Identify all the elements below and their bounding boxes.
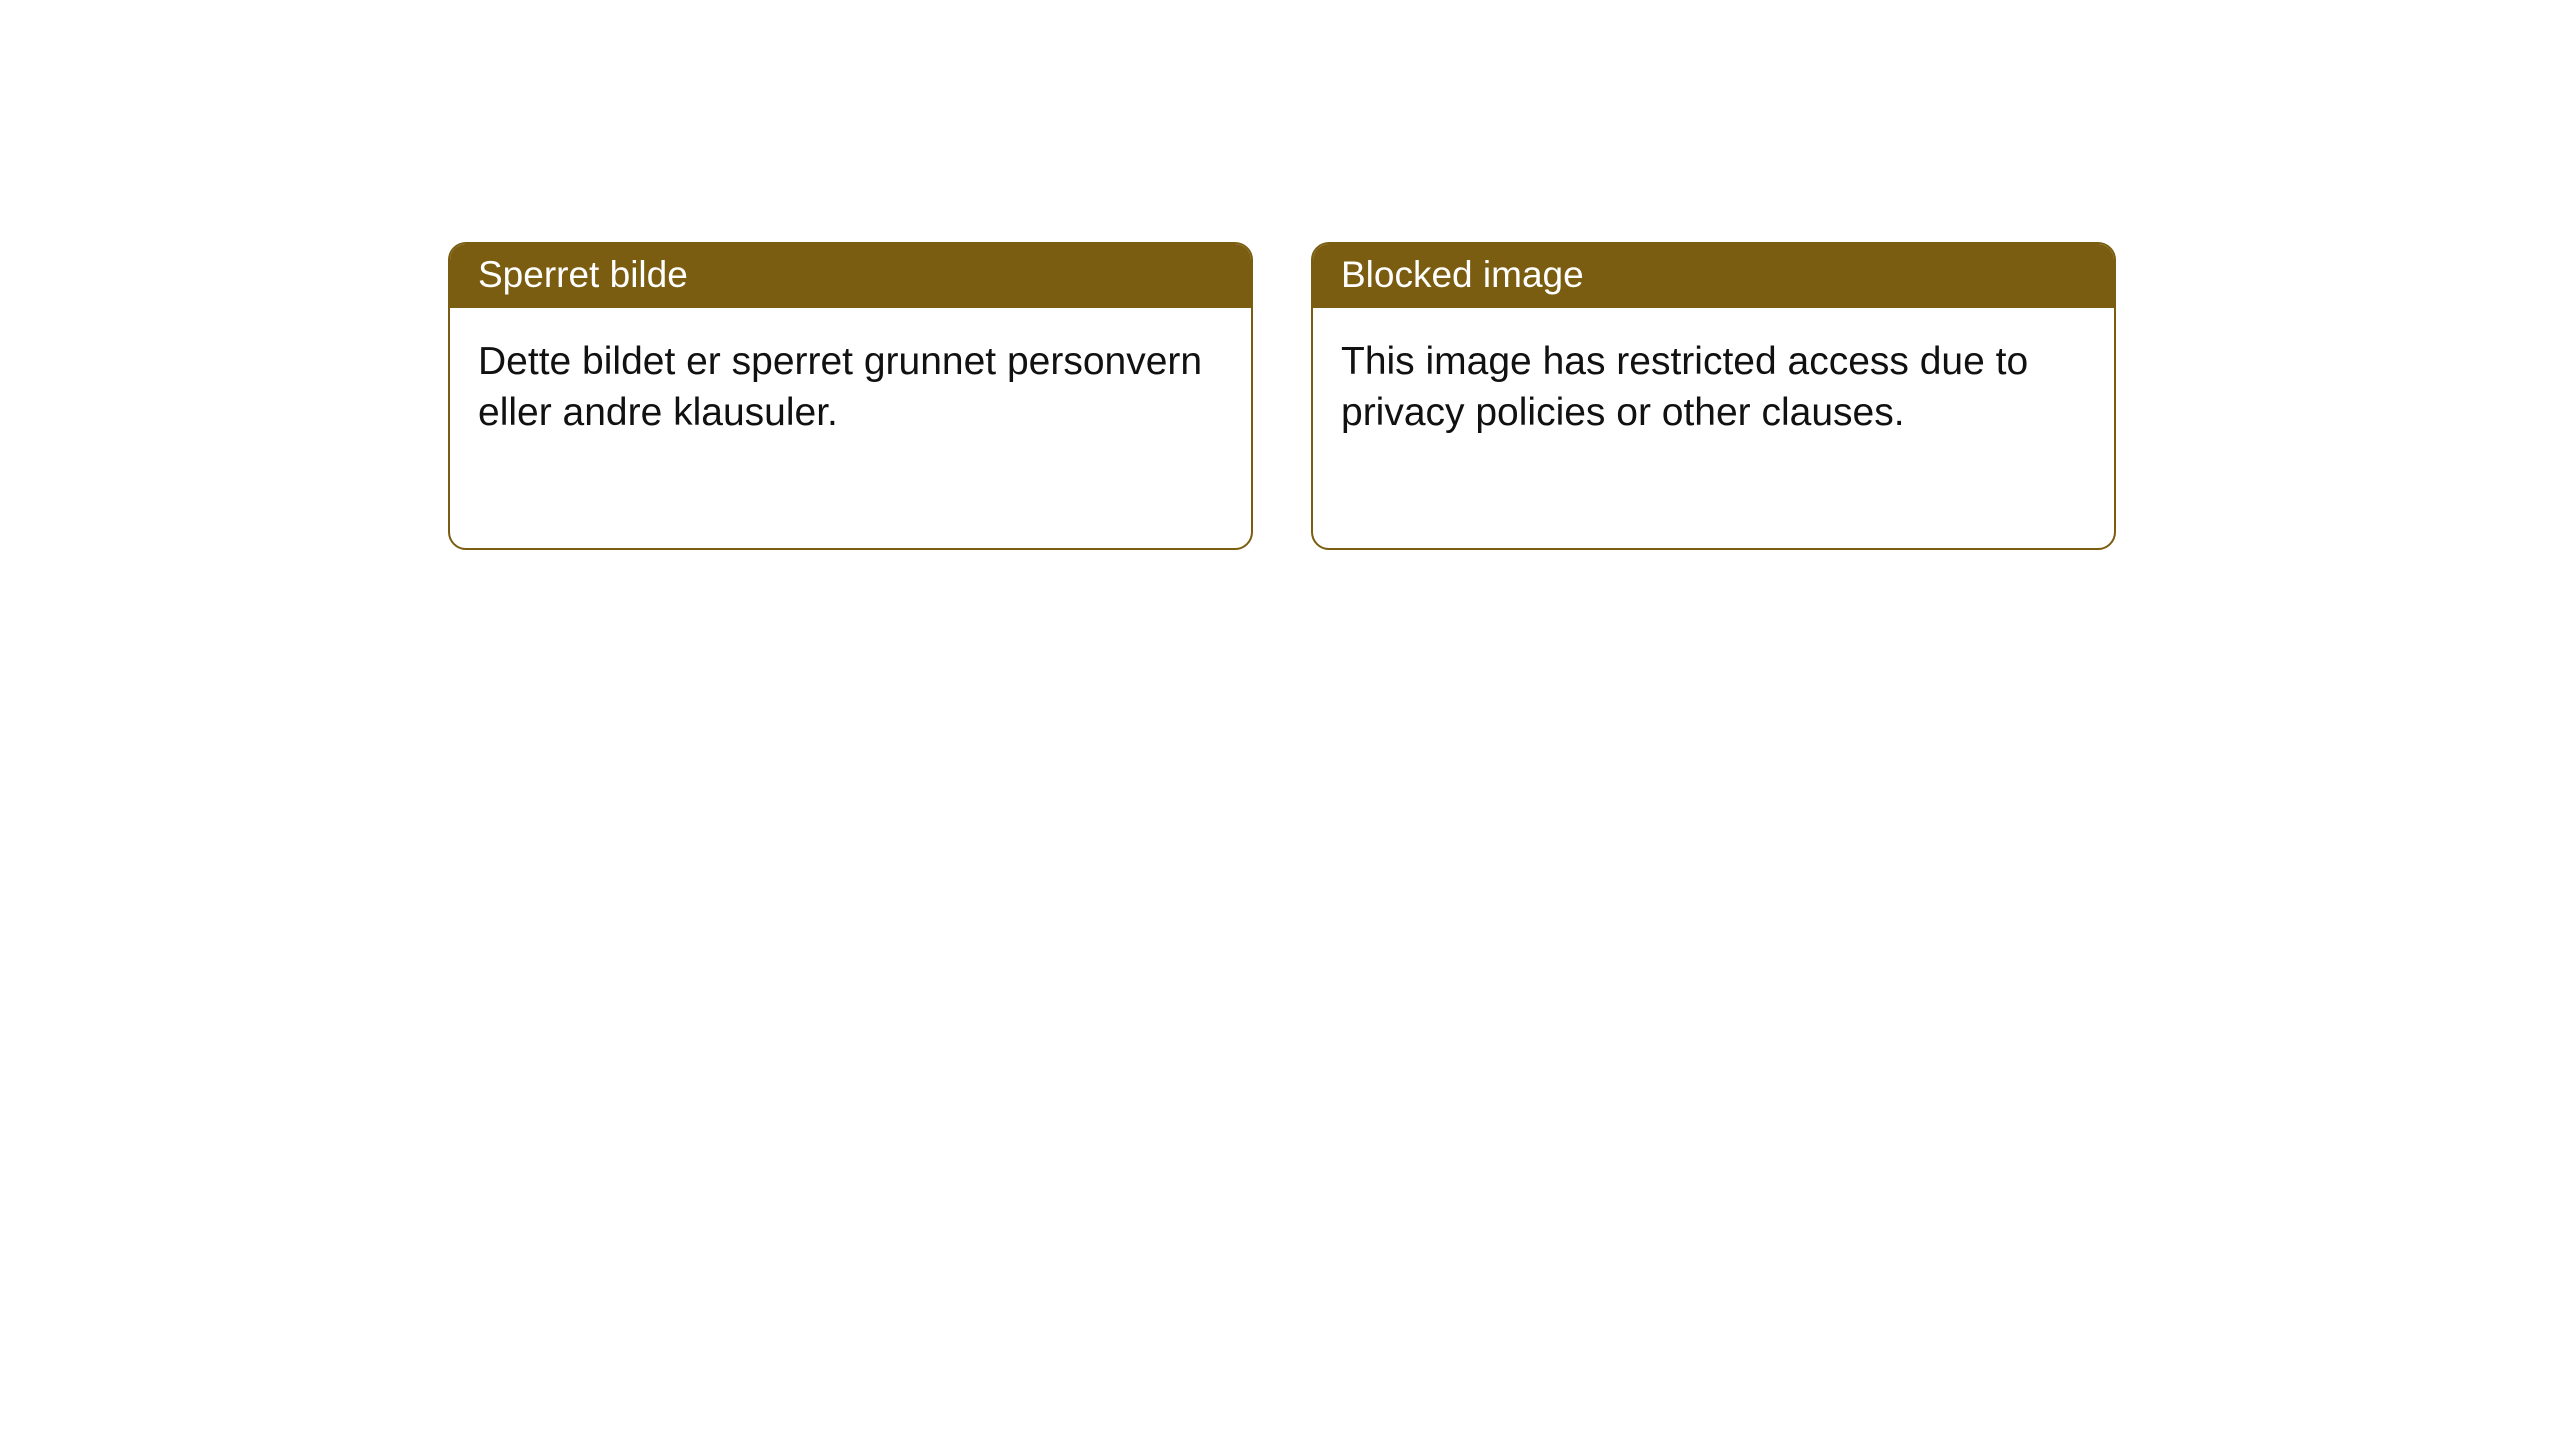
notice-body-no: Dette bildet er sperret grunnet personve…: [450, 308, 1251, 548]
notice-card-no: Sperret bilde Dette bildet er sperret gr…: [448, 242, 1253, 550]
notice-card-en: Blocked image This image has restricted …: [1311, 242, 2116, 550]
notice-body-en: This image has restricted access due to …: [1313, 308, 2114, 548]
notice-container: Sperret bilde Dette bildet er sperret gr…: [0, 0, 2560, 550]
notice-header-en: Blocked image: [1313, 244, 2114, 308]
notice-header-no: Sperret bilde: [450, 244, 1251, 308]
